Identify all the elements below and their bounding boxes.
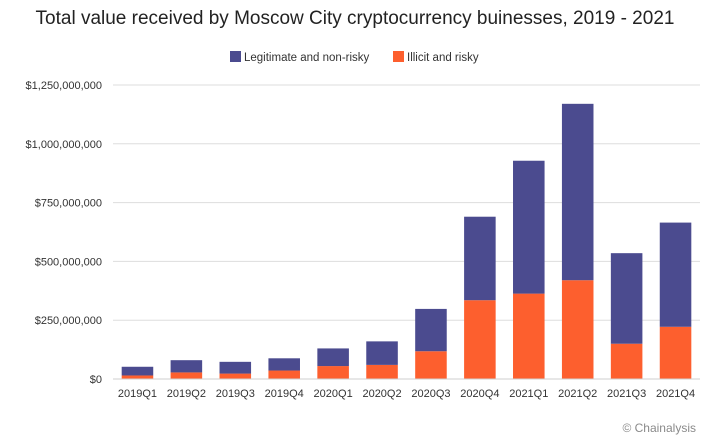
x-tick-label: 2019Q3 bbox=[216, 388, 255, 400]
bar-illicit bbox=[561, 280, 594, 379]
bar-illicit bbox=[268, 370, 300, 379]
source-credit: © Chainalysis bbox=[622, 421, 696, 435]
bar-illicit bbox=[610, 343, 643, 379]
y-tick-label: $1,250,000,000 bbox=[26, 80, 102, 92]
legend-illicit-swatch bbox=[393, 51, 404, 62]
chart-title: Total value received by Moscow City cryp… bbox=[35, 8, 675, 29]
bar-illicit bbox=[121, 375, 154, 379]
legend: Legitimate and non-risky Illicit and risk… bbox=[230, 51, 479, 64]
x-axis-ticks: 2019Q1 2019Q2 2019Q3 2019Q4 2020Q1 2020Q2 2020… bbox=[118, 388, 695, 400]
x-tick-label: 2020Q1 bbox=[314, 388, 353, 400]
x-tick-label: 2021Q3 bbox=[607, 388, 646, 400]
y-tick-label: $750,000,000 bbox=[35, 198, 102, 210]
legend-illicit-label: Illicit and risky bbox=[407, 52, 479, 64]
bar-illicit bbox=[513, 293, 545, 379]
bar-illicit bbox=[219, 373, 252, 379]
bar-legitimate bbox=[513, 160, 545, 294]
bar-legitimate bbox=[659, 222, 692, 327]
y-tick-label: $1,000,000,000 bbox=[26, 139, 102, 151]
x-tick-label: 2021Q2 bbox=[558, 388, 597, 400]
bar-legitimate bbox=[610, 253, 643, 344]
x-tick-label: 2020Q4 bbox=[460, 388, 499, 400]
bar-legitimate bbox=[366, 341, 398, 365]
bar-illicit bbox=[317, 366, 349, 379]
bar-legitimate bbox=[121, 366, 154, 376]
legend-legitimate-swatch bbox=[230, 51, 241, 62]
x-tick-label: 2019Q1 bbox=[118, 388, 157, 400]
x-tick-label: 2021Q1 bbox=[509, 388, 548, 400]
bar-legitimate bbox=[268, 358, 300, 371]
x-tick-label: 2020Q3 bbox=[411, 388, 450, 400]
x-tick-label: 2019Q2 bbox=[167, 388, 206, 400]
x-tick-label: 2019Q4 bbox=[265, 388, 304, 400]
bar-illicit bbox=[366, 364, 398, 379]
legend-legitimate-label: Legitimate and non-risky bbox=[244, 52, 370, 64]
y-tick-label: $500,000,000 bbox=[35, 256, 102, 268]
x-tick-label: 2021Q4 bbox=[656, 388, 695, 400]
bar-illicit bbox=[415, 351, 447, 379]
bar-illicit bbox=[659, 326, 692, 379]
x-tick-label: 2020Q2 bbox=[362, 388, 401, 400]
bar-illicit bbox=[464, 300, 496, 379]
bar-legitimate bbox=[415, 308, 447, 352]
bars bbox=[113, 103, 700, 380]
y-tick-label: $0 bbox=[90, 374, 102, 386]
bar-legitimate bbox=[219, 361, 252, 374]
y-tick-label: $250,000,000 bbox=[35, 315, 102, 327]
y-axis-ticks: $0 $250,000,000 $500,000,000 $750,000,000 $1… bbox=[26, 80, 102, 386]
bar-illicit bbox=[170, 372, 203, 379]
bar-legitimate bbox=[170, 360, 203, 373]
bar-legitimate bbox=[464, 216, 496, 301]
bar-legitimate bbox=[561, 103, 594, 281]
bar-legitimate bbox=[317, 348, 349, 367]
